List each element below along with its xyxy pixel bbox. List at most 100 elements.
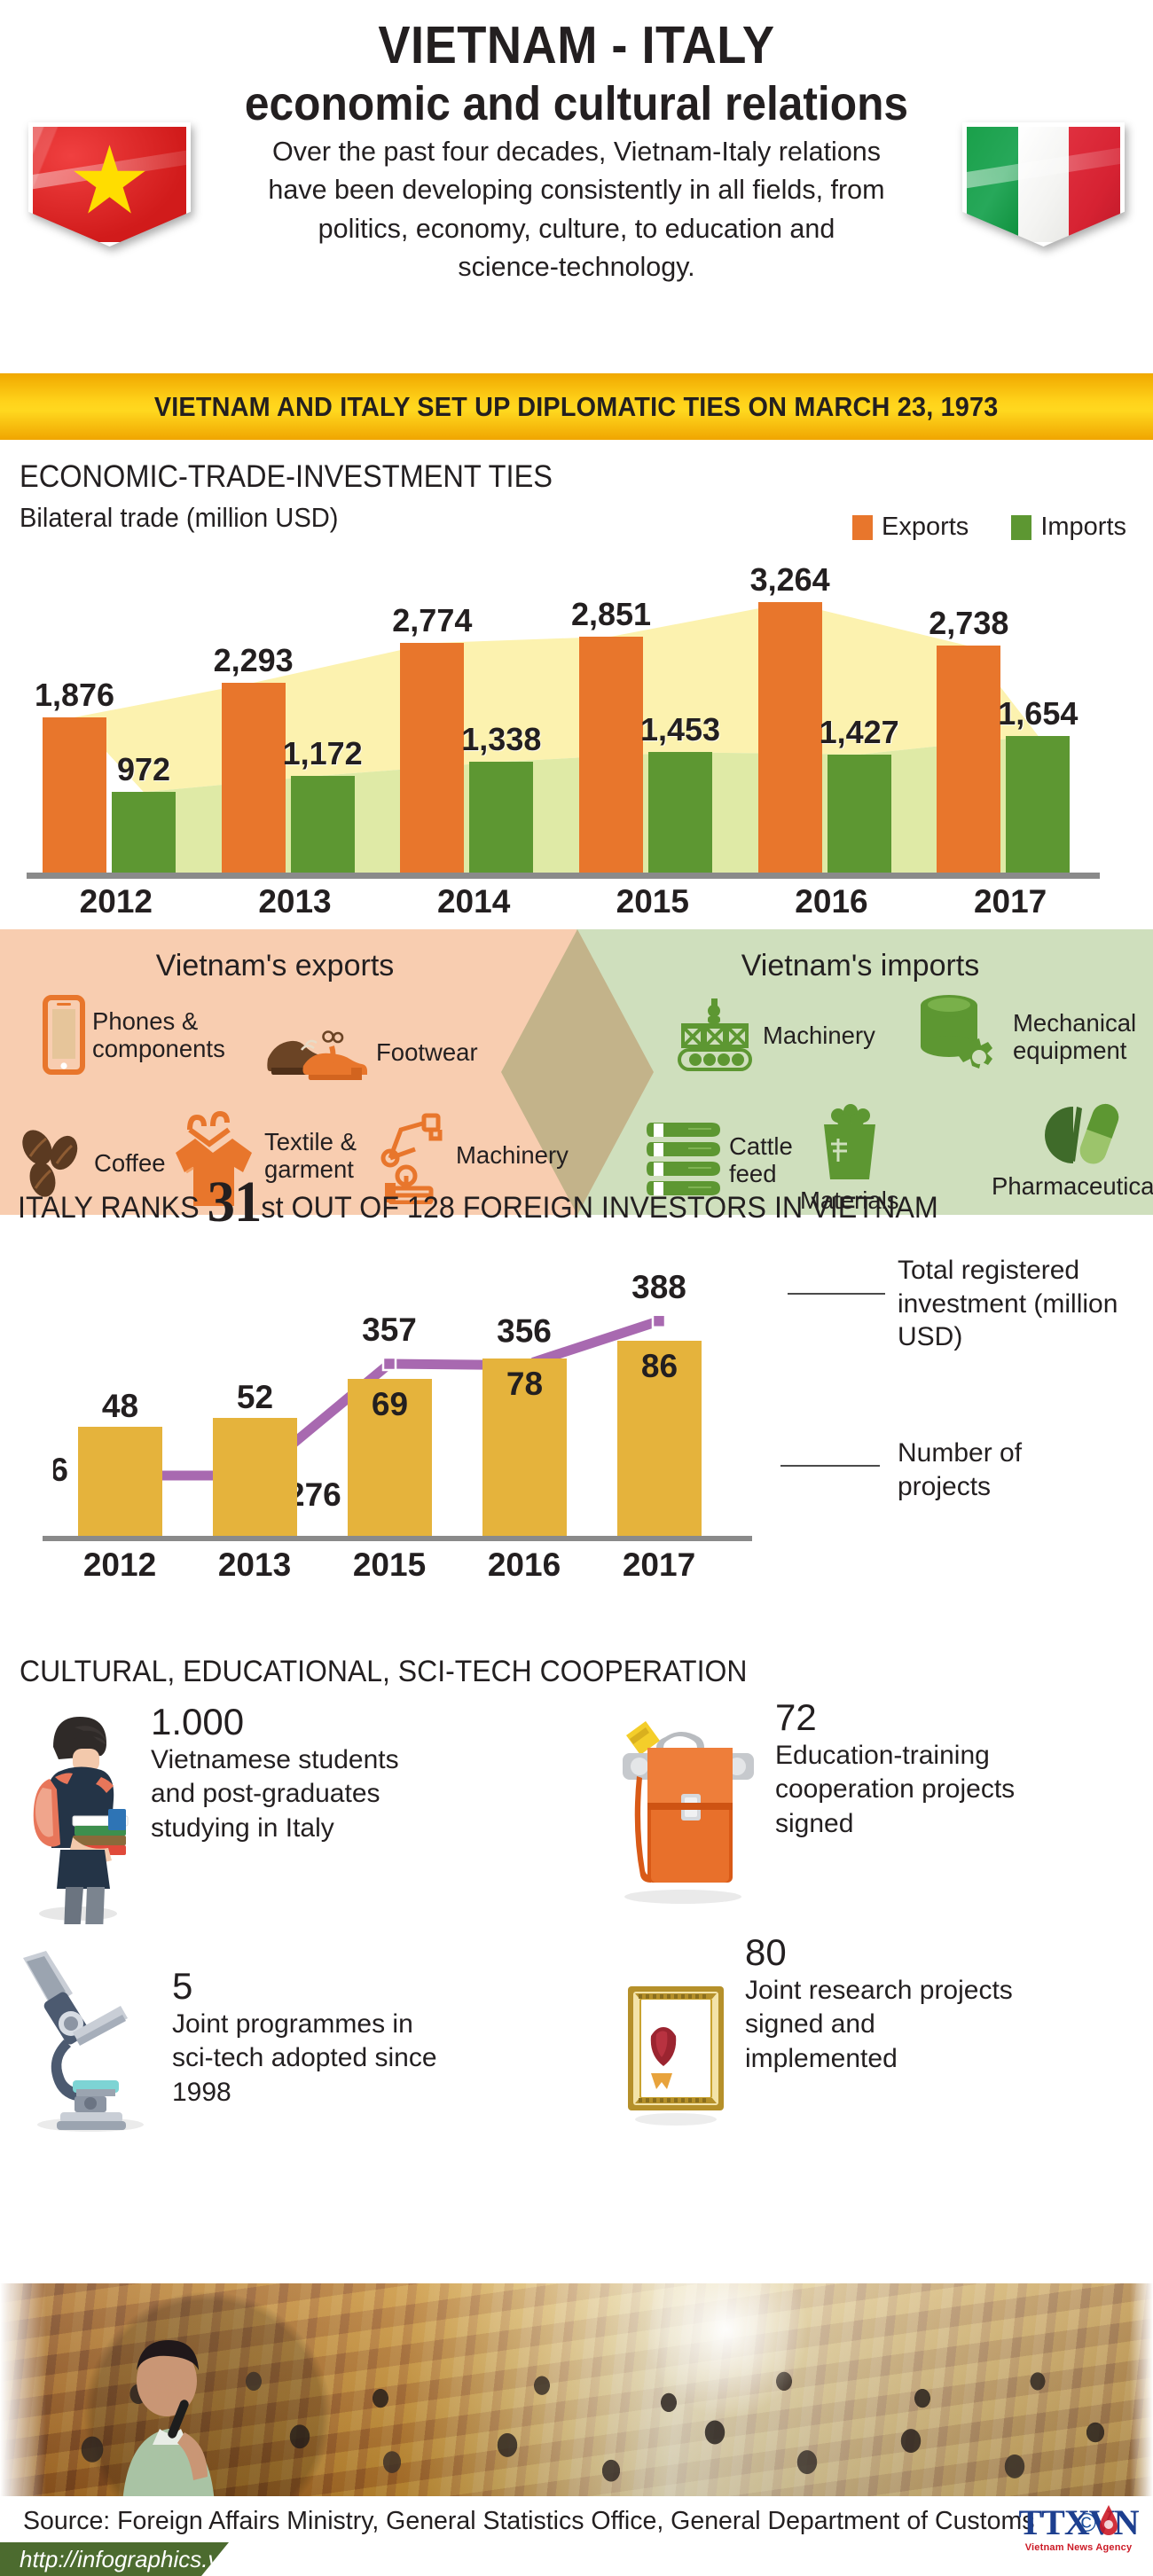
photo-right-fade (1130, 2283, 1153, 2496)
fact-education-number: 72 (775, 1696, 817, 1738)
chart1-import-bar: 1,338 (461, 721, 541, 873)
fact-education-projects: 72 Education-training cooperation projec… (596, 1696, 1022, 1904)
legend-label-exports: Exports (881, 513, 969, 541)
chart1-x-label: 2015 (616, 883, 689, 920)
chart1-x-label: 2012 (79, 883, 153, 920)
chart1-plot: 1,876 972 2,293 1,172 2,774 1,338 2,851 1,453 3,… (27, 561, 1118, 873)
chart1-import-value: 1,427 (819, 713, 899, 750)
chart1-import-bar: 1,427 (820, 714, 899, 873)
robot-arm-icon (380, 1113, 443, 1204)
ttxvn-sub: Vietnam News Agency (1024, 2542, 1133, 2553)
export-label-footwear: Footwear (376, 1038, 478, 1067)
chart2-line-point (381, 1356, 397, 1372)
intro-paragraph: Over the past four decades, Vietnam-Ital… (268, 137, 885, 282)
chart1-import-bar: 1,453 (640, 711, 720, 873)
photo-left-fade (0, 2283, 46, 2496)
chart1-bar-group: 3,264 1,427 (750, 561, 899, 873)
import-item-cattle-feed: Cattle feed (646, 1117, 793, 1202)
coffee-beans-icon (22, 1130, 78, 1197)
chart1-bar-group: 2,738 1,654 (929, 605, 1078, 873)
chart1-import-value: 1,654 (998, 694, 1078, 732)
chart1-export-bar: 2,293 (214, 642, 294, 873)
chart2-projects-value: 52 (236, 1378, 274, 1415)
chart1-import-bar: 1,654 (998, 695, 1078, 873)
phone-icon (43, 995, 85, 1075)
fact-students-desc: Vietnamese students and post-graduates s… (151, 1745, 399, 1843)
website-url-label: http://infographics.vn (20, 2545, 232, 2572)
chart1-export-value: 2,774 (392, 602, 473, 639)
exports-panel-title: Vietnam's exports (155, 949, 395, 983)
chart2-x-label: 2012 (82, 1546, 157, 1583)
fact-scitech-desc: Joint programmes in sci-tech adopted sin… (172, 2009, 437, 2107)
photo-speaker (122, 2340, 215, 2496)
chart2-projects-bar: 69 (348, 1379, 432, 1536)
conveyor-machine-icon (678, 998, 752, 1071)
chart2-x-label: 2016 (487, 1546, 561, 1583)
chart2-line-point (651, 1313, 667, 1329)
chart2-x-label: 2013 (217, 1546, 292, 1583)
chart1-x-axis (27, 873, 1100, 879)
certificate-icon (628, 1986, 724, 2126)
chart1-import-value: 972 (116, 751, 171, 788)
trade-heading: ECONOMIC-TRADE-INVESTMENT TIES (20, 459, 553, 494)
leader-line-projects (780, 1465, 880, 1467)
fact-scitech-programmes: 5 Joint programmes in sci-tech adopted s… (18, 1947, 461, 2134)
student-icon (33, 1717, 129, 1924)
pills-icon (1044, 1103, 1118, 1164)
note-total-investment: Total registered investment (million USD… (898, 1256, 1118, 1351)
chart1-export-value: 1,876 (34, 676, 115, 713)
import-item-machinery: Machinery (674, 998, 875, 1073)
chart1-import-bar: 1,172 (283, 735, 363, 873)
legend-item-imports: Imports (1011, 513, 1126, 542)
export-item-phones: Phones & components (43, 995, 225, 1075)
chart2-projects-value: 78 (506, 1366, 544, 1403)
chart2-projects-value: 86 (640, 1347, 678, 1384)
banner-label: VIETNAM AND ITALY SET UP DIPLOMATIC TIES… (154, 390, 999, 422)
chart2-projects-bar: 78 (482, 1358, 567, 1536)
header: VIETNAM - ITALY economic and cultural re… (0, 0, 1153, 371)
chart1-bar-group: 2,293 1,172 (214, 642, 363, 873)
export-item-coffee: Coffee (12, 1126, 166, 1201)
feed-sacks-icon (647, 1123, 720, 1195)
import-item-materials: Materials (800, 1103, 899, 1214)
chart1-x-label: 2016 (795, 883, 868, 920)
website-url[interactable]: http://infographics.vn (0, 2542, 229, 2576)
tshirt-hanger-icon (176, 1110, 252, 1206)
shoes-icon (267, 1030, 367, 1080)
footer: Source: Foreign Affairs Ministry, Genera… (0, 2496, 1153, 2576)
chart1-export-value: 2,293 (213, 642, 294, 678)
import-label-mech-equipment: Mechanical equipment (1013, 1008, 1137, 1064)
chart1-bar-group: 2,851 1,453 (571, 596, 720, 873)
import-label-materials: Materials (800, 1186, 899, 1214)
diplomatic-ties-banner: VIETNAM AND ITALY SET UP DIPLOMATIC TIES… (0, 371, 1153, 440)
chart1-x-label: 2017 (973, 883, 1047, 920)
chart2-investment-value: 388 (631, 1269, 686, 1305)
export-label-machinery: Machinery (456, 1141, 569, 1170)
chart2-projects-value: 69 (371, 1386, 409, 1423)
chart1-export-value: 3,264 (749, 561, 830, 599)
materials-basket-icon (823, 1104, 875, 1179)
chart2-projects-bar: 52 (213, 1379, 297, 1536)
note-number-projects: Number of projects (898, 1438, 1023, 1501)
fact-research-text: 80 Joint research projects signed and im… (745, 1932, 1020, 2076)
trade-goods-panel: Vietnam's exports Vietnam's imports Phon… (0, 929, 1153, 1215)
export-item-machinery: Machinery (373, 1107, 569, 1204)
page-title: VIETNAM - ITALY (378, 16, 775, 74)
export-item-footwear: Footwear (263, 1023, 478, 1082)
fact-scitech-number: 5 (172, 1965, 193, 2007)
chart1-export-bar: 1,876 (35, 677, 114, 873)
microscope-icon (23, 1951, 144, 2132)
chart1-export-value: 2,738 (929, 605, 1009, 642)
chart2-projects-bar: 48 (78, 1388, 162, 1536)
export-label-textile: Textile & garment (264, 1127, 357, 1183)
import-label-cattle-feed: Cattle feed (729, 1131, 793, 1187)
chart2-projects-bar: 86 (617, 1340, 702, 1536)
import-item-mech-equipment: Mechanical equipment (914, 993, 1136, 1080)
fact-scitech-text: 5 Joint programmes in sci-tech adopted s… (172, 1947, 461, 2110)
chart2-investment-value: 276 (53, 1452, 68, 1488)
rank-number: 31 (207, 1170, 263, 1234)
page-subtitle: economic and cultural relations (244, 77, 909, 130)
export-item-textile: Textile & garment (160, 1103, 357, 1208)
